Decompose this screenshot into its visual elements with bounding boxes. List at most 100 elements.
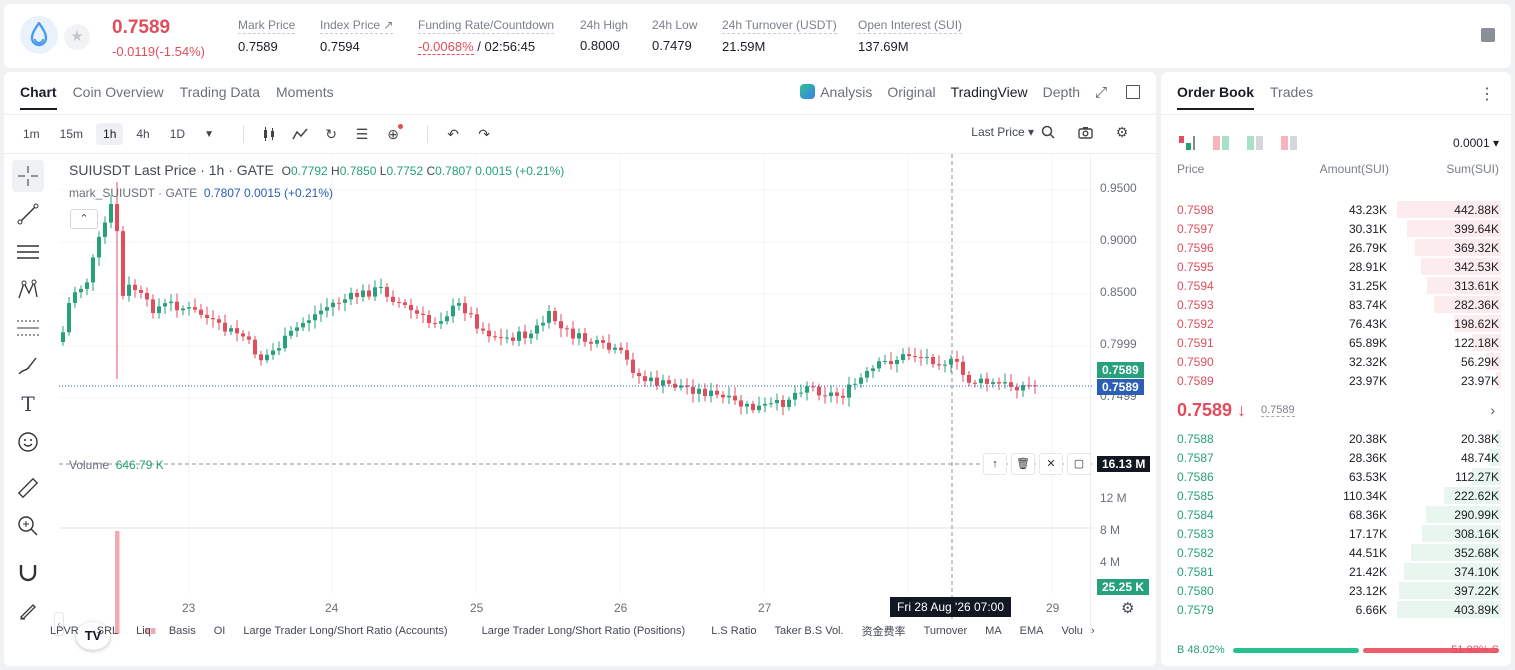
indicator-liq[interactable]: Liq [136,625,151,637]
price-type-select[interactable]: Last Price ▾ [971,125,1034,139]
collapse-pane-icon[interactable]: ✕ [1039,453,1063,475]
ask-row[interactable]: 0.7589 23.97K 23.97K [1161,371,1511,390]
tab-chart[interactable]: Chart [20,84,57,110]
layout-bids-icon[interactable] [1247,136,1263,150]
search-icon[interactable] [1037,121,1059,143]
camera-icon[interactable] [1074,121,1096,143]
document-icon[interactable] [1481,28,1495,42]
more-menu-icon[interactable]: ⋮ [1479,86,1495,103]
indicator-volume[interactable]: Volu [1061,625,1083,637]
ask-row[interactable]: 0.7590 32.32K 56.29K [1161,352,1511,371]
interval-4h[interactable]: 4h [136,127,150,141]
layout-both-icon[interactable] [1179,136,1195,150]
price-axis[interactable] [1090,154,1156,634]
ask-row[interactable]: 0.7596 26.79K 369.32K [1161,238,1511,257]
order-sum: 282.36K [1454,298,1499,312]
template-icon[interactable]: ☰ [355,125,369,142]
indicator-srl[interactable]: SRL [96,625,119,637]
chevron-right-icon[interactable]: › [1490,402,1495,418]
horizontal-lines-icon[interactable] [12,236,44,268]
fib-retracement-icon[interactable] [12,312,44,344]
layout-asks-icon[interactable] [1281,136,1297,150]
redo-icon[interactable]: ↷ [478,125,490,142]
ask-row[interactable]: 0.7592 76.43K 198.62K [1161,314,1511,333]
indicator-oi[interactable]: OI [213,625,226,637]
collapse-legend-button[interactable]: ⌃ [70,209,98,229]
ask-row[interactable]: 0.7591 65.89K 122.18K [1161,333,1511,352]
brush-icon[interactable] [12,350,44,382]
indicator-turnover[interactable]: Turnover [923,625,968,637]
move-up-icon[interactable]: ↑ [983,453,1007,475]
indicator-ema[interactable]: EMA [1019,625,1044,637]
indicator-lpvr[interactable]: LPVR [50,625,79,637]
interval-1h[interactable]: 1h [96,123,124,145]
zoom-in-icon[interactable] [12,510,44,542]
indicator-lt-ls-accounts[interactable]: Large Trader Long/Short Ratio (Accounts) [243,625,448,637]
indicator-ls-ratio[interactable]: L.S Ratio [711,625,757,637]
axis-settings-icon[interactable]: ⚙ [1121,600,1135,617]
ask-row[interactable]: 0.7598 43.23K 442.88K [1161,200,1511,219]
bid-row[interactable]: 0.7582 44.51K 352.68K [1161,543,1511,562]
trend-line-icon[interactable] [12,198,44,230]
tab-trading-data[interactable]: Trading Data [179,84,261,100]
add-indicator-icon[interactable]: ⊕ [382,123,404,145]
ask-row[interactable]: 0.7594 31.25K 313.61K [1161,276,1511,295]
tab-order-book[interactable]: Order Book [1177,84,1255,110]
bid-row[interactable]: 0.7585 110.34K 222.62K [1161,486,1511,505]
bid-row[interactable]: 0.7579 6.66K 403.89K [1161,600,1511,619]
window-icon[interactable] [1126,85,1140,99]
indicator-basis[interactable]: Basis [168,625,196,637]
ask-row[interactable]: 0.7593 83.74K 282.36K [1161,295,1511,314]
tab-depth[interactable]: Depth [1042,84,1080,100]
favorite-star-icon[interactable]: ★ [64,24,90,50]
fullscreen-icon[interactable]: ⤢ [1095,84,1108,101]
interval-15m[interactable]: 15m [59,127,84,141]
text-tool-icon[interactable]: T [21,392,35,416]
stat-index-price[interactable]: Index Price ↗ 0.7594 [320,18,394,54]
maximize-pane-icon[interactable]: ▢ [1067,453,1091,475]
pattern-icon[interactable] [12,274,44,306]
bid-row[interactable]: 0.7580 23.12K 397.22K [1161,581,1511,600]
interval-1m[interactable]: 1m [23,127,40,141]
tab-trades[interactable]: Trades [1270,84,1314,100]
magnet-icon[interactable] [12,556,44,588]
layout-split-icon[interactable] [1213,136,1229,150]
stat-mark-price[interactable]: Mark Price 0.7589 [238,18,296,54]
tab-coin-overview[interactable]: Coin Overview [72,84,164,100]
tab-tradingview[interactable]: TradingView [950,84,1028,100]
stat-24h-turnover[interactable]: 24h Turnover (USDT) 21.59M [722,18,837,54]
candlestick-chart[interactable] [59,154,1094,634]
bid-row[interactable]: 0.7583 17.17K 308.16K [1161,524,1511,543]
tab-moments[interactable]: Moments [276,84,334,100]
bid-row[interactable]: 0.7587 28.36K 48.74K [1161,448,1511,467]
emoji-icon[interactable] [12,426,44,458]
crosshair-icon[interactable] [12,160,44,192]
scroll-left-icon[interactable]: ‹ [54,612,64,636]
indicator-ma[interactable]: MA [985,625,1002,637]
bid-row[interactable]: 0.7586 63.53K 112.27K [1161,467,1511,486]
indicator-funding-rate[interactable]: 资金费率 [861,626,906,638]
stat-funding-rate[interactable]: Funding Rate/Countdown -0.0068% / 02:56:… [418,18,555,55]
undo-icon[interactable]: ↶ [447,125,459,142]
settings-gear-icon[interactable]: ⚙ [1115,123,1129,140]
stat-open-interest[interactable]: Open Interest (SUI) 137.69M [858,18,963,54]
indicator-taker-bs-vol[interactable]: Taker B.S Vol. [774,625,844,637]
delete-icon[interactable]: 🗑 [1011,453,1035,475]
lock-drawing-icon[interactable] [12,594,44,626]
tab-original[interactable]: Original [887,84,936,100]
candle-type-icon[interactable] [258,123,280,145]
bid-row[interactable]: 0.7581 21.42K 374.10K [1161,562,1511,581]
compare-icon[interactable]: ↻ [325,125,337,142]
bid-row[interactable]: 0.7588 20.38K 20.38K [1161,429,1511,448]
interval-1d[interactable]: 1D [169,127,186,141]
indicator-lt-ls-positions[interactable]: Large Trader Long/Short Ratio (Positions… [481,625,686,637]
bid-row[interactable]: 0.7584 68.36K 290.99K [1161,505,1511,524]
ask-row[interactable]: 0.7595 28.91K 342.53K [1161,257,1511,276]
ruler-icon[interactable] [12,472,44,504]
ask-row[interactable]: 0.7597 30.31K 399.64K [1161,219,1511,238]
precision-select[interactable]: 0.0001 ▾ [1452,136,1499,150]
tab-analysis[interactable]: Analysis [800,84,872,100]
interval-dropdown-icon[interactable]: ▼ [204,128,215,140]
scroll-right-icon[interactable]: › [1090,625,1095,637]
indicators-icon[interactable] [289,123,311,145]
